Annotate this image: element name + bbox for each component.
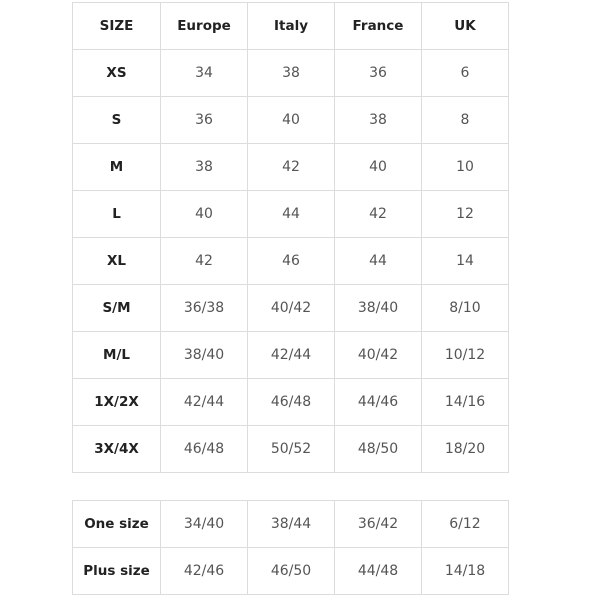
size-value: 42/44 [160,378,248,426]
size-row: S 36 40 38 8 [72,96,509,144]
size-value: 48/50 [334,425,422,473]
size-row: S/M 36/38 40/42 38/40 8/10 [72,284,509,332]
size-label: Plus size [72,547,161,595]
size-value: 38 [334,96,422,144]
size-value: 42/44 [247,331,335,379]
size-value: 44 [334,237,422,285]
size-value: 34 [160,49,248,97]
size-value: 8 [421,96,509,144]
size-value: 36 [160,96,248,144]
size-value: 44/48 [334,547,422,595]
header-cell: Europe [160,2,248,50]
size-value: 42 [247,143,335,191]
size-value: 38/44 [247,500,335,548]
size-row: M/L 38/40 42/44 40/42 10/12 [72,331,509,379]
size-value: 46/50 [247,547,335,595]
size-value: 10 [421,143,509,191]
size-label: S/M [72,284,161,332]
size-value: 40/42 [334,331,422,379]
size-value: 18/20 [421,425,509,473]
header-cell: SIZE [72,2,161,50]
size-value: 44/46 [334,378,422,426]
header-cell: UK [421,2,509,50]
size-label: XL [72,237,161,285]
size-label: M/L [72,331,161,379]
size-value: 42/46 [160,547,248,595]
header-cell: Italy [247,2,335,50]
size-label: L [72,190,161,238]
size-row: XL 42 46 44 14 [72,237,509,285]
size-row: One size 34/40 38/44 36/42 6/12 [72,500,509,548]
size-value: 46 [247,237,335,285]
size-label: M [72,143,161,191]
size-value: 42 [334,190,422,238]
size-value: 38 [247,49,335,97]
size-table: SIZE Europe Italy France UK XS 34 38 36 6 S 36 40 38 8… [72,2,509,473]
size-value: 10/12 [421,331,509,379]
size-label: S [72,96,161,144]
size-value: 38 [160,143,248,191]
size-value: 40/42 [247,284,335,332]
size-value: 12 [421,190,509,238]
size-row: XS 34 38 36 6 [72,49,509,97]
size-value: 36 [334,49,422,97]
size-row: 1X/2X 42/44 46/48 44/46 14/16 [72,378,509,426]
size-label: 1X/2X [72,378,161,426]
size-value: 42 [160,237,248,285]
size-value: 14 [421,237,509,285]
size-value: 40 [247,96,335,144]
size-value: 38/40 [334,284,422,332]
size-value: 46/48 [160,425,248,473]
size-label: 3X/4X [72,425,161,473]
header-row: SIZE Europe Italy France UK [72,2,509,50]
size-label: One size [72,500,161,548]
size-value: 40 [160,190,248,238]
size-value: 6/12 [421,500,509,548]
size-row: Plus size 42/46 46/50 44/48 14/18 [72,547,509,595]
header-cell: France [334,2,422,50]
size-value: 14/18 [421,547,509,595]
size-value: 8/10 [421,284,509,332]
size-value: 34/40 [160,500,248,548]
size-value: 14/16 [421,378,509,426]
size-value: 36/42 [334,500,422,548]
size-value: 50/52 [247,425,335,473]
size-row: M 38 42 40 10 [72,143,509,191]
size-row: L 40 44 42 12 [72,190,509,238]
size-value: 46/48 [247,378,335,426]
size-value: 40 [334,143,422,191]
size-value: 36/38 [160,284,248,332]
size-value: 38/40 [160,331,248,379]
size-value: 44 [247,190,335,238]
size-label: XS [72,49,161,97]
extra-size-table: One size 34/40 38/44 36/42 6/12 Plus size 42/4… [72,500,509,595]
size-row: 3X/4X 46/48 50/52 48/50 18/20 [72,425,509,473]
size-value: 6 [421,49,509,97]
